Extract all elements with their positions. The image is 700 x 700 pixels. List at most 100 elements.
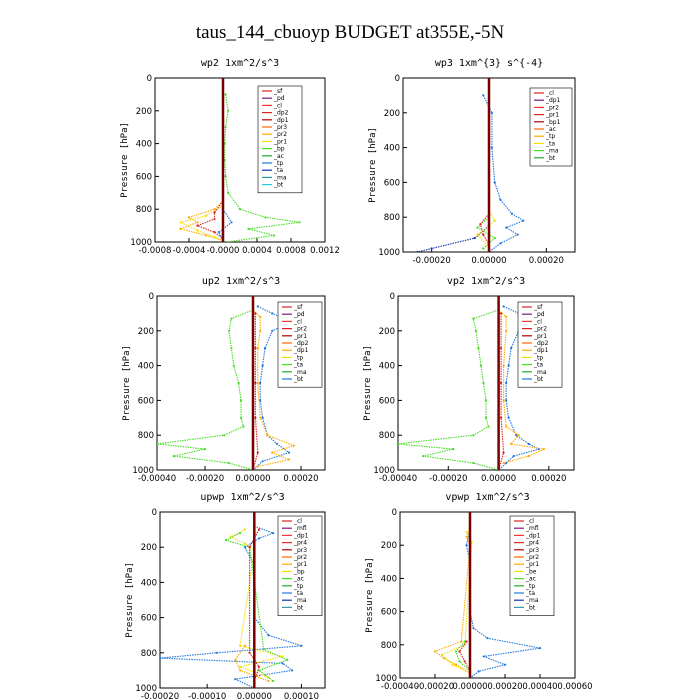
data-point (505, 425, 508, 428)
legend-entry: _be (525, 568, 537, 575)
data-point (239, 532, 242, 535)
series-line-dp1 (398, 309, 499, 470)
data-point (227, 461, 231, 465)
data-point (263, 347, 267, 350)
legend-entry: _bt (533, 376, 544, 383)
data-point (472, 317, 475, 320)
data-point (516, 233, 519, 236)
data-point (254, 347, 257, 350)
data-point (217, 231, 220, 234)
legend-entry: _cl (293, 318, 302, 325)
data-point (261, 416, 264, 419)
data-point (476, 233, 479, 236)
legend-entry: _pr1 (293, 561, 307, 568)
legend-entry: _pr2 (273, 131, 287, 138)
data-point (465, 535, 468, 539)
data-point (267, 634, 270, 637)
data-point (479, 364, 483, 367)
y-tick-label: 0 (152, 508, 157, 518)
data-point (196, 221, 199, 224)
panel-title: upwp 1xm^2/s^3 (200, 492, 284, 503)
legend-entry: _ma (525, 597, 539, 604)
y-tick-label: 400 (384, 144, 400, 154)
data-point (253, 581, 256, 584)
data-point (251, 399, 255, 402)
data-point (512, 454, 515, 458)
data-point (254, 312, 257, 315)
data-point (172, 454, 175, 458)
plot-area (178, 78, 301, 242)
data-point (510, 212, 514, 215)
data-point (221, 240, 225, 242)
data-point (497, 329, 500, 332)
data-point (468, 512, 472, 514)
legend-entry: _pr2 (545, 104, 559, 111)
legend-entry: _ta (293, 590, 303, 597)
series-line-tp (160, 525, 302, 688)
legend-box (257, 85, 303, 194)
y-tick-label: 400 (381, 574, 397, 584)
legend-entry: _ta (293, 362, 303, 369)
plot-area (433, 512, 542, 678)
data-point (187, 216, 191, 219)
legend-entry: _cl (273, 102, 282, 109)
x-tick-label: 0.0012 (310, 246, 340, 256)
x-tick-label: -0.0004 (173, 246, 206, 256)
data-point (251, 364, 255, 367)
legend-entry: _bt (293, 376, 304, 383)
data-point (259, 416, 262, 419)
panel-1: wp2 1xm^2/s^3 Pressure [hPa] 0 200 400 600 800… (120, 58, 340, 256)
data-point (256, 347, 259, 350)
legend-entry: _ta (533, 362, 543, 369)
data-point (458, 650, 461, 653)
data-point (499, 381, 503, 385)
panel-title: wp2 1xm^2/s^3 (201, 58, 279, 69)
data-point (505, 381, 508, 385)
data-point (247, 227, 250, 230)
x-tick-label: -0.00020 (413, 256, 451, 266)
x-tick-label: -0.00010 (188, 692, 226, 700)
legend-entry: _ac (525, 576, 536, 583)
legend-entry: _dp1 (293, 532, 309, 539)
data-point (290, 669, 294, 672)
y-tick-label: 600 (138, 396, 154, 406)
x-tick-label: 0.00060 (557, 682, 592, 692)
legend-entry: _pr2 (293, 326, 307, 333)
series-line-ta (417, 225, 490, 252)
data-point (473, 236, 476, 240)
data-point (213, 208, 216, 211)
legend-entry: _dp1 (545, 97, 561, 104)
y-tick-label: 0 (390, 292, 395, 302)
data-point (503, 663, 507, 666)
data-point (497, 434, 500, 437)
series-line-cl (458, 641, 471, 672)
panels-group: wp2 1xm^2/s^3 Pressure [hPa] 0 200 400 600 800… (120, 58, 593, 700)
x-tick-label: 0.0008 (276, 246, 306, 256)
data-point (226, 240, 229, 242)
data-point (484, 399, 488, 402)
y-tick-label: 800 (384, 213, 400, 223)
data-point (203, 448, 207, 451)
legend: _sf_pd_cl_pr2_pr1_dp2_dp1_tp_ta_ma_bt (277, 301, 323, 388)
legend-entry: _tp (273, 160, 283, 167)
series-line-be (455, 641, 471, 672)
data-point (266, 434, 269, 437)
data-point (256, 381, 259, 385)
legend: _sf_pd_cl_pr2_pr1_dp2_dp1_tp_ta_ma_bt (517, 301, 563, 388)
x-tick-label: -0.0008 (139, 246, 172, 256)
data-point (463, 660, 466, 663)
legend-entry: _dp1 (525, 532, 541, 539)
legend-entry: _bt (273, 182, 284, 189)
data-point (487, 250, 491, 252)
data-point (259, 329, 262, 332)
data-point (253, 546, 256, 549)
legend-entry: _tp (545, 133, 555, 140)
data-point (502, 305, 505, 308)
y-tick-label: 1000 (135, 684, 157, 694)
series-line-pr2 (476, 209, 496, 249)
data-point (196, 229, 199, 232)
legend-entry: _dp2 (293, 340, 309, 347)
data-point (213, 217, 216, 221)
data-point (261, 460, 264, 463)
data-point (253, 686, 256, 688)
